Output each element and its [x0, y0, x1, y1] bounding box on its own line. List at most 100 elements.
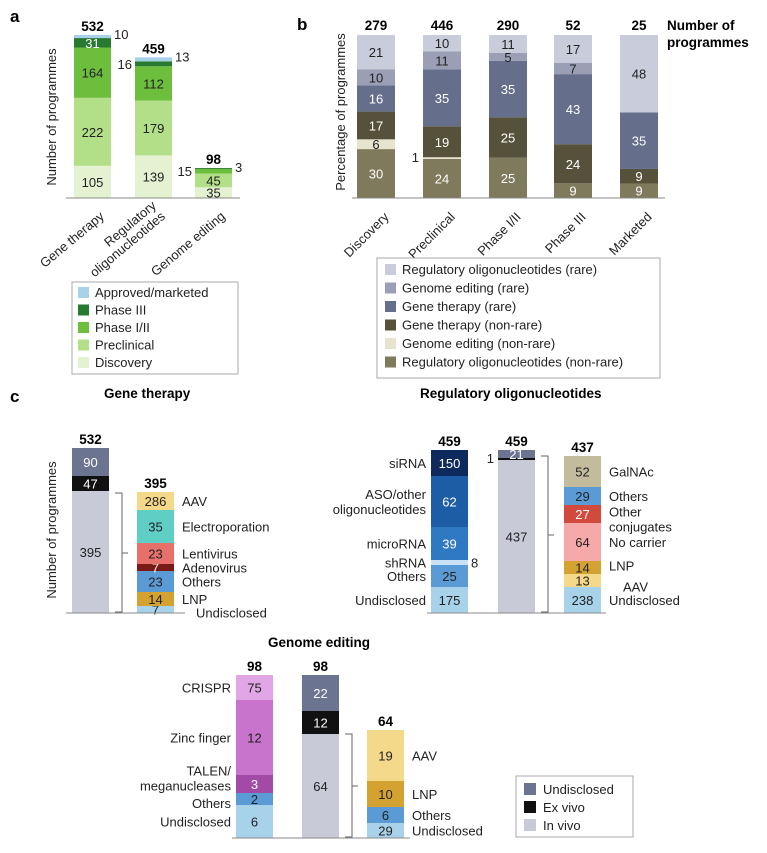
legend-item: Gene therapy (non-rare): [402, 318, 542, 333]
legend-swatch: [78, 339, 89, 351]
bar-value-label: 27: [575, 507, 589, 522]
bar-segment: [620, 112, 658, 169]
bar-value-label: 52: [575, 465, 589, 480]
bar-segment: [367, 781, 404, 807]
bar-segment: [137, 492, 174, 510]
bar-segment: [236, 775, 273, 793]
bar-value-label: 164: [82, 66, 104, 81]
bar-segment: [431, 565, 468, 587]
bar-value-label: 238: [572, 593, 594, 608]
segment-category-label: Others: [182, 575, 222, 590]
legend-item: Genome editing (rare): [402, 281, 529, 296]
bar-value-label: 14: [148, 592, 162, 607]
segment-category-label: Zinc finger: [170, 731, 231, 746]
bar-segment: [423, 51, 461, 70]
bar-segment-phase-iii: [135, 61, 172, 67]
bar-segment: [357, 35, 395, 70]
bar-segment: [431, 450, 468, 476]
segment-category-label: Undisclosed: [355, 593, 426, 608]
legend-box: [71, 281, 239, 375]
panel-b-chart: 30617161021279Discovery24119351110446Pre…: [333, 18, 749, 379]
bar-segment: [236, 700, 273, 775]
bar-value-label: 19: [435, 135, 449, 150]
bar-segment: [620, 183, 658, 198]
label-line: Other: [609, 505, 642, 520]
bar-value-label: 6: [382, 808, 389, 823]
bar-total-label: 52: [565, 18, 580, 33]
bar-value-label: 16: [118, 57, 132, 72]
bar-value-label: 47: [83, 477, 97, 492]
segment-category-label: Others: [412, 808, 452, 823]
bar-value-label: 15: [178, 164, 192, 179]
segment-category-label: AAV: [182, 494, 207, 509]
totals-heading: Number of: [667, 18, 735, 33]
bar-value-label: 35: [632, 134, 646, 149]
legend-item: In vivo: [543, 818, 581, 833]
bracket: [115, 492, 128, 613]
bar-value-label: 19: [378, 749, 392, 764]
bar-segment: [431, 587, 468, 613]
bar-total-label: 25: [631, 18, 647, 33]
bar-value-label: 11: [435, 53, 449, 68]
bracket: [345, 733, 358, 838]
bar-segment-phase-iii: [195, 167, 232, 169]
bar-segment-phase-i-ii: [135, 66, 172, 101]
bar-value-label: 286: [145, 494, 167, 509]
legend-swatch: [524, 819, 536, 831]
bar-total-label: 98: [206, 152, 222, 167]
segment-category-label: AAV: [412, 749, 437, 764]
bar-segment: [423, 157, 461, 159]
bar-value-label: 11: [501, 37, 515, 52]
label-line: oligonucleotides: [333, 502, 427, 517]
panel-letter-b: b: [297, 15, 307, 34]
bar-total-label: 64: [378, 714, 394, 729]
bar-segment: [423, 158, 461, 198]
bar-segment: [620, 35, 658, 113]
bar-value-label: 25: [501, 171, 515, 186]
bar-value-label: 105: [82, 175, 104, 190]
bar-value-label: 9: [635, 184, 642, 199]
segment-category-label: Others: [609, 489, 649, 504]
segment-category-label: TALEN/meganucleases: [140, 764, 232, 794]
bar-value-label: 35: [148, 520, 162, 535]
bar-value-label: 8: [471, 556, 478, 571]
bar-value-label: 395: [80, 545, 102, 560]
bar-segment: [431, 560, 468, 565]
bar-value-label: 1: [412, 150, 419, 165]
bar-segment: [498, 460, 535, 613]
bar-segment: [367, 807, 404, 823]
bar-value-label: 62: [442, 495, 456, 510]
group-title: Genome editing: [268, 635, 370, 650]
bar-value-label: 7: [569, 61, 576, 76]
bar-segment-approved-marketed: [135, 57, 172, 62]
bar-segment: [423, 69, 461, 127]
bar-segment: [431, 476, 468, 527]
bar-segment: [137, 510, 174, 543]
legend-item: Phase I/II: [95, 320, 150, 335]
bar-value-label: 21: [509, 447, 523, 462]
segment-category-label: Undisclosed: [160, 815, 231, 830]
bar-value-label: 12: [313, 716, 327, 731]
bar-segment: [236, 793, 273, 805]
segment-category-label: LNP: [609, 559, 634, 574]
bar-segment: [357, 85, 395, 112]
bar-segment: [554, 144, 592, 184]
bar-segment: [72, 448, 109, 476]
legend-item: Approved/marketed: [95, 285, 208, 300]
bar-value-label: 35: [501, 82, 515, 97]
bar-value-label: 29: [575, 489, 589, 504]
bar-value-label: 22: [313, 686, 327, 701]
bar-value-label: 175: [439, 593, 461, 608]
x-tick-label-text: Preclinical: [405, 209, 458, 262]
x-tick-label: Phase I/II: [474, 209, 523, 258]
bar-segment: [367, 730, 404, 781]
bar-value-label: 48: [632, 67, 646, 82]
bar-segment: [498, 458, 535, 460]
bar-segment: [302, 711, 339, 734]
bar-total-label: 532: [81, 19, 104, 34]
x-tick-label-text: Phase I/II: [474, 209, 523, 258]
bar-value-label: 43: [566, 102, 580, 117]
segment-category-label: Undisclosed: [609, 593, 680, 608]
